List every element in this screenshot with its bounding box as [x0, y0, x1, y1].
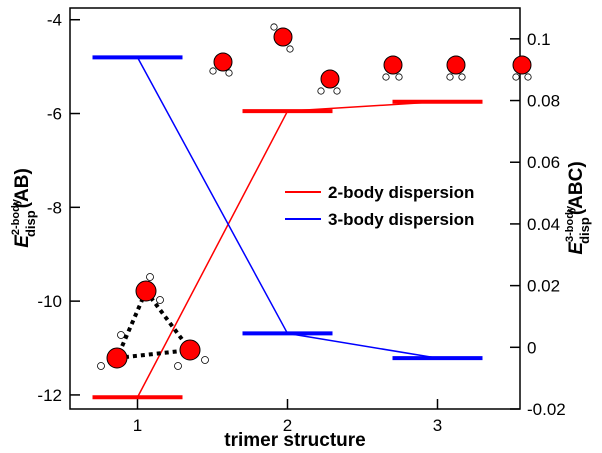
- legend: 2-body dispersion 3-body dispersion: [278, 179, 499, 233]
- series-connector-2body: [136, 110, 289, 398]
- series-layer: [92, 55, 483, 400]
- left-axis-tick-label: -4: [47, 11, 62, 30]
- water-molecule-icon: [209, 52, 233, 77]
- legend-label-2body: 2-body dispersion: [328, 183, 474, 202]
- series-connector-3body: [136, 56, 289, 334]
- x-axis: 1 2 3: [133, 399, 442, 435]
- x-axis-title: trimer structure: [224, 430, 366, 451]
- legend-label-3body: 3-body dispersion: [328, 210, 474, 229]
- right-axis-tick-label: 0.06: [527, 153, 560, 172]
- right-axis-tick-label: 0.1: [527, 30, 551, 49]
- right-axis: 0.1 0.08 0.06 0.04 0.02 0 -0.02: [510, 30, 566, 419]
- left-axis: -4 -6 -8 -10 -12: [37, 11, 80, 405]
- x-axis-tick-label: 2: [283, 416, 292, 435]
- right-axis-tick-label: 0: [527, 338, 536, 357]
- left-axis-tick-label: -10: [37, 292, 62, 311]
- water-molecule-icon: [270, 23, 294, 53]
- legend-box: [278, 179, 499, 233]
- left-axis-title: E2-bodydisp(AB): [10, 168, 38, 248]
- right-axis-tick-label: 0.08: [527, 92, 560, 111]
- water-molecule-icon: [512, 55, 532, 81]
- water-molecule-icon: [446, 55, 466, 81]
- x-axis-tick-label: 1: [133, 416, 142, 435]
- plot-frame: [69, 7, 521, 410]
- left-axis-tick-label: -8: [47, 198, 62, 217]
- left-axis-tick-label: -12: [37, 386, 62, 405]
- water-molecule-icon: [382, 55, 403, 81]
- right-axis-tick-label: 0.02: [527, 277, 560, 296]
- x-axis-tick-label: 3: [433, 416, 442, 435]
- right-axis-title: E3-bodydisp(ABC): [564, 161, 592, 254]
- water-trimer-molecule-icon: [97, 273, 209, 370]
- series-connector-3body: [287, 332, 438, 359]
- svg-text:E2-bodydisp(AB): E2-bodydisp(AB): [10, 168, 38, 248]
- left-axis-tick-label: -6: [47, 105, 62, 124]
- svg-text:E3-bodydisp(ABC): E3-bodydisp(ABC): [564, 161, 592, 254]
- right-axis-tick-label: -0.02: [527, 400, 566, 419]
- water-molecule-icon: [317, 69, 341, 95]
- right-axis-tick-label: 0.04: [527, 215, 560, 234]
